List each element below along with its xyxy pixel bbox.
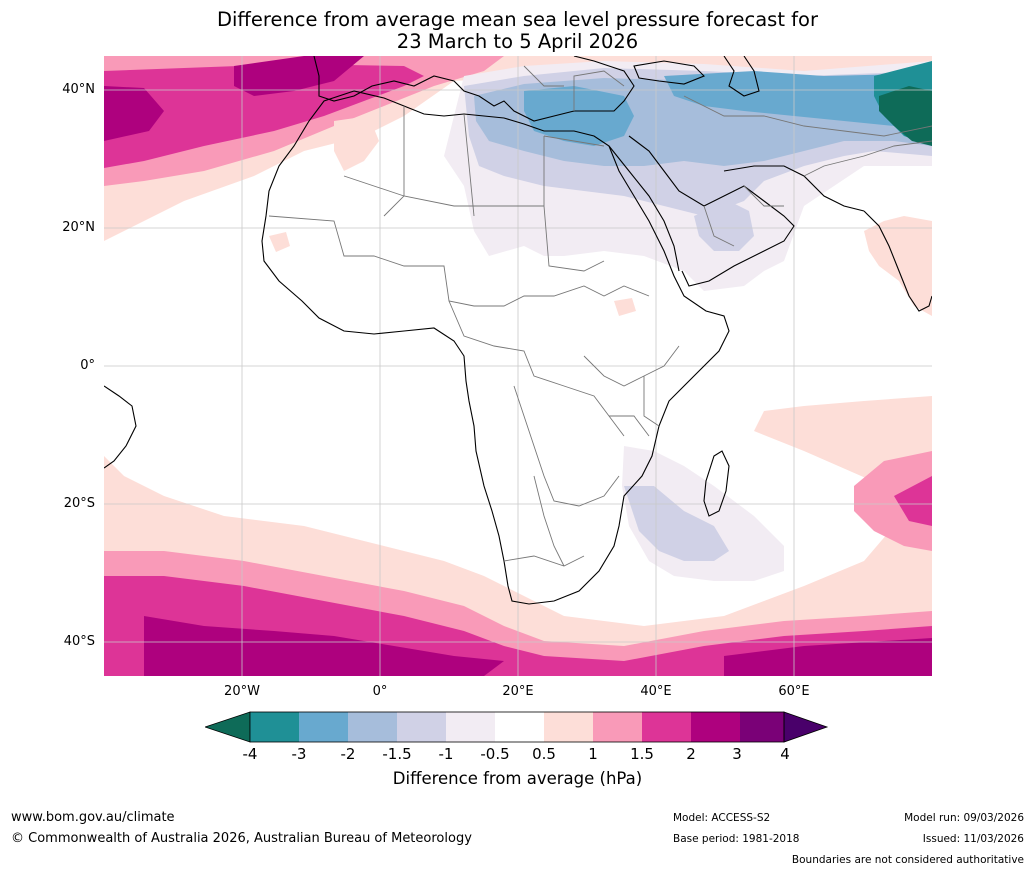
lat-label-20n: 20°N <box>62 220 95 235</box>
contour-south-1.5 <box>104 476 932 676</box>
contour-pink-blob-ethiopia <box>614 298 636 316</box>
footer-issued: Issued: 11/03/2026 <box>922 833 1024 845</box>
colorbar-tick: -1 <box>438 745 454 763</box>
contour-north-2 <box>104 56 364 141</box>
colorbar-tick: 0.5 <box>532 745 556 763</box>
colorbar-tick: -1.5 <box>382 745 412 763</box>
colorbar-outline <box>249 711 785 743</box>
contour-pink-india <box>864 216 932 316</box>
map-title: Difference from average mean sea level p… <box>0 9 1035 53</box>
colorbar-tick: -0.5 <box>480 745 510 763</box>
colorbar-tick: -2 <box>340 745 356 763</box>
red-sea-coastline <box>608 145 680 272</box>
colorbar-seg-p05-1 <box>544 712 593 742</box>
colorbar-seg-p3-4 <box>740 712 784 742</box>
colorbar-over-arrow <box>783 711 829 743</box>
south-america-coastline <box>104 385 137 469</box>
colorbar-seg-p2-3 <box>691 712 740 742</box>
graticule <box>104 56 932 676</box>
coastlines <box>104 56 932 605</box>
colorbar-tick: 3 <box>732 745 742 763</box>
colorbar-seg-neutral <box>495 712 544 742</box>
footer-base-period: Base period: 1981-2018 <box>673 833 800 845</box>
title-line-1: Difference from average mean sea level p… <box>217 8 818 31</box>
footer-model: Model: ACCESS-S2 <box>673 812 771 824</box>
colorbar-tick: 1.5 <box>630 745 654 763</box>
colorbar-seg-p15-2 <box>642 712 691 742</box>
colorbar-tick: -3 <box>291 745 307 763</box>
lon-label-20e: 20°E <box>502 684 534 699</box>
lon-label-0: 0° <box>372 684 388 699</box>
contour-north-m4 <box>879 86 932 146</box>
footer-boundaries-note: Boundaries are not considered authoritat… <box>791 854 1024 866</box>
colorbar-tick: -4 <box>242 745 258 763</box>
lon-label-20w: 20°W <box>224 684 260 699</box>
colorbar-tick: 1 <box>588 745 598 763</box>
lon-label-60e: 60°E <box>778 684 810 699</box>
contour-pink-blob-iberia <box>334 116 379 171</box>
colorbar-tick: 4 <box>780 745 790 763</box>
madagascar-coastline <box>703 450 730 517</box>
footer-website[interactable]: www.bom.gov.au/climate <box>11 810 175 825</box>
map-canvas <box>104 56 932 676</box>
footer-copyright: © Commonwealth of Australia 2026, Austra… <box>11 831 472 846</box>
india-coastline <box>863 210 932 312</box>
lat-label-40n: 40°N <box>62 82 95 97</box>
colorbar-seg-m1-m05 <box>446 712 495 742</box>
caspian-coastline <box>723 56 760 97</box>
africa-coastline <box>261 90 730 605</box>
contour-south-2 <box>144 616 932 676</box>
black-sea-coastline <box>633 60 705 85</box>
colorbar-seg-m2-m15 <box>348 712 397 742</box>
colorbar-under-arrow <box>203 711 251 743</box>
colorbar-svg <box>203 711 829 743</box>
colorbar-label: Difference from average (hPa) <box>392 769 643 788</box>
europe-coastline <box>313 56 635 122</box>
pressure-anomaly-map <box>104 56 932 676</box>
footer-model-run: Model run: 09/03/2026 <box>904 812 1024 824</box>
colorbar-seg-lt-m3 <box>250 712 299 742</box>
colorbar-seg-p1-15 <box>593 712 642 742</box>
contour-arabia-m1 <box>694 201 754 251</box>
lat-label-40s: 40°S <box>63 634 95 649</box>
lat-label-0: 0° <box>80 358 95 373</box>
lat-label-20s: 20°S <box>63 496 95 511</box>
contour-south-m1 <box>624 486 729 561</box>
colorbar-seg-m3-m2 <box>299 712 348 742</box>
colorbar-seg-m15-m1 <box>397 712 446 742</box>
contour-pink-blob-westafrica <box>269 232 290 252</box>
country-borders <box>268 65 932 567</box>
colorbar <box>203 711 829 743</box>
title-line-2: 23 March to 5 April 2026 <box>396 30 639 53</box>
lon-label-40e: 40°E <box>640 684 672 699</box>
colorbar-tick: 2 <box>686 745 696 763</box>
arabia-coastline <box>628 135 795 287</box>
